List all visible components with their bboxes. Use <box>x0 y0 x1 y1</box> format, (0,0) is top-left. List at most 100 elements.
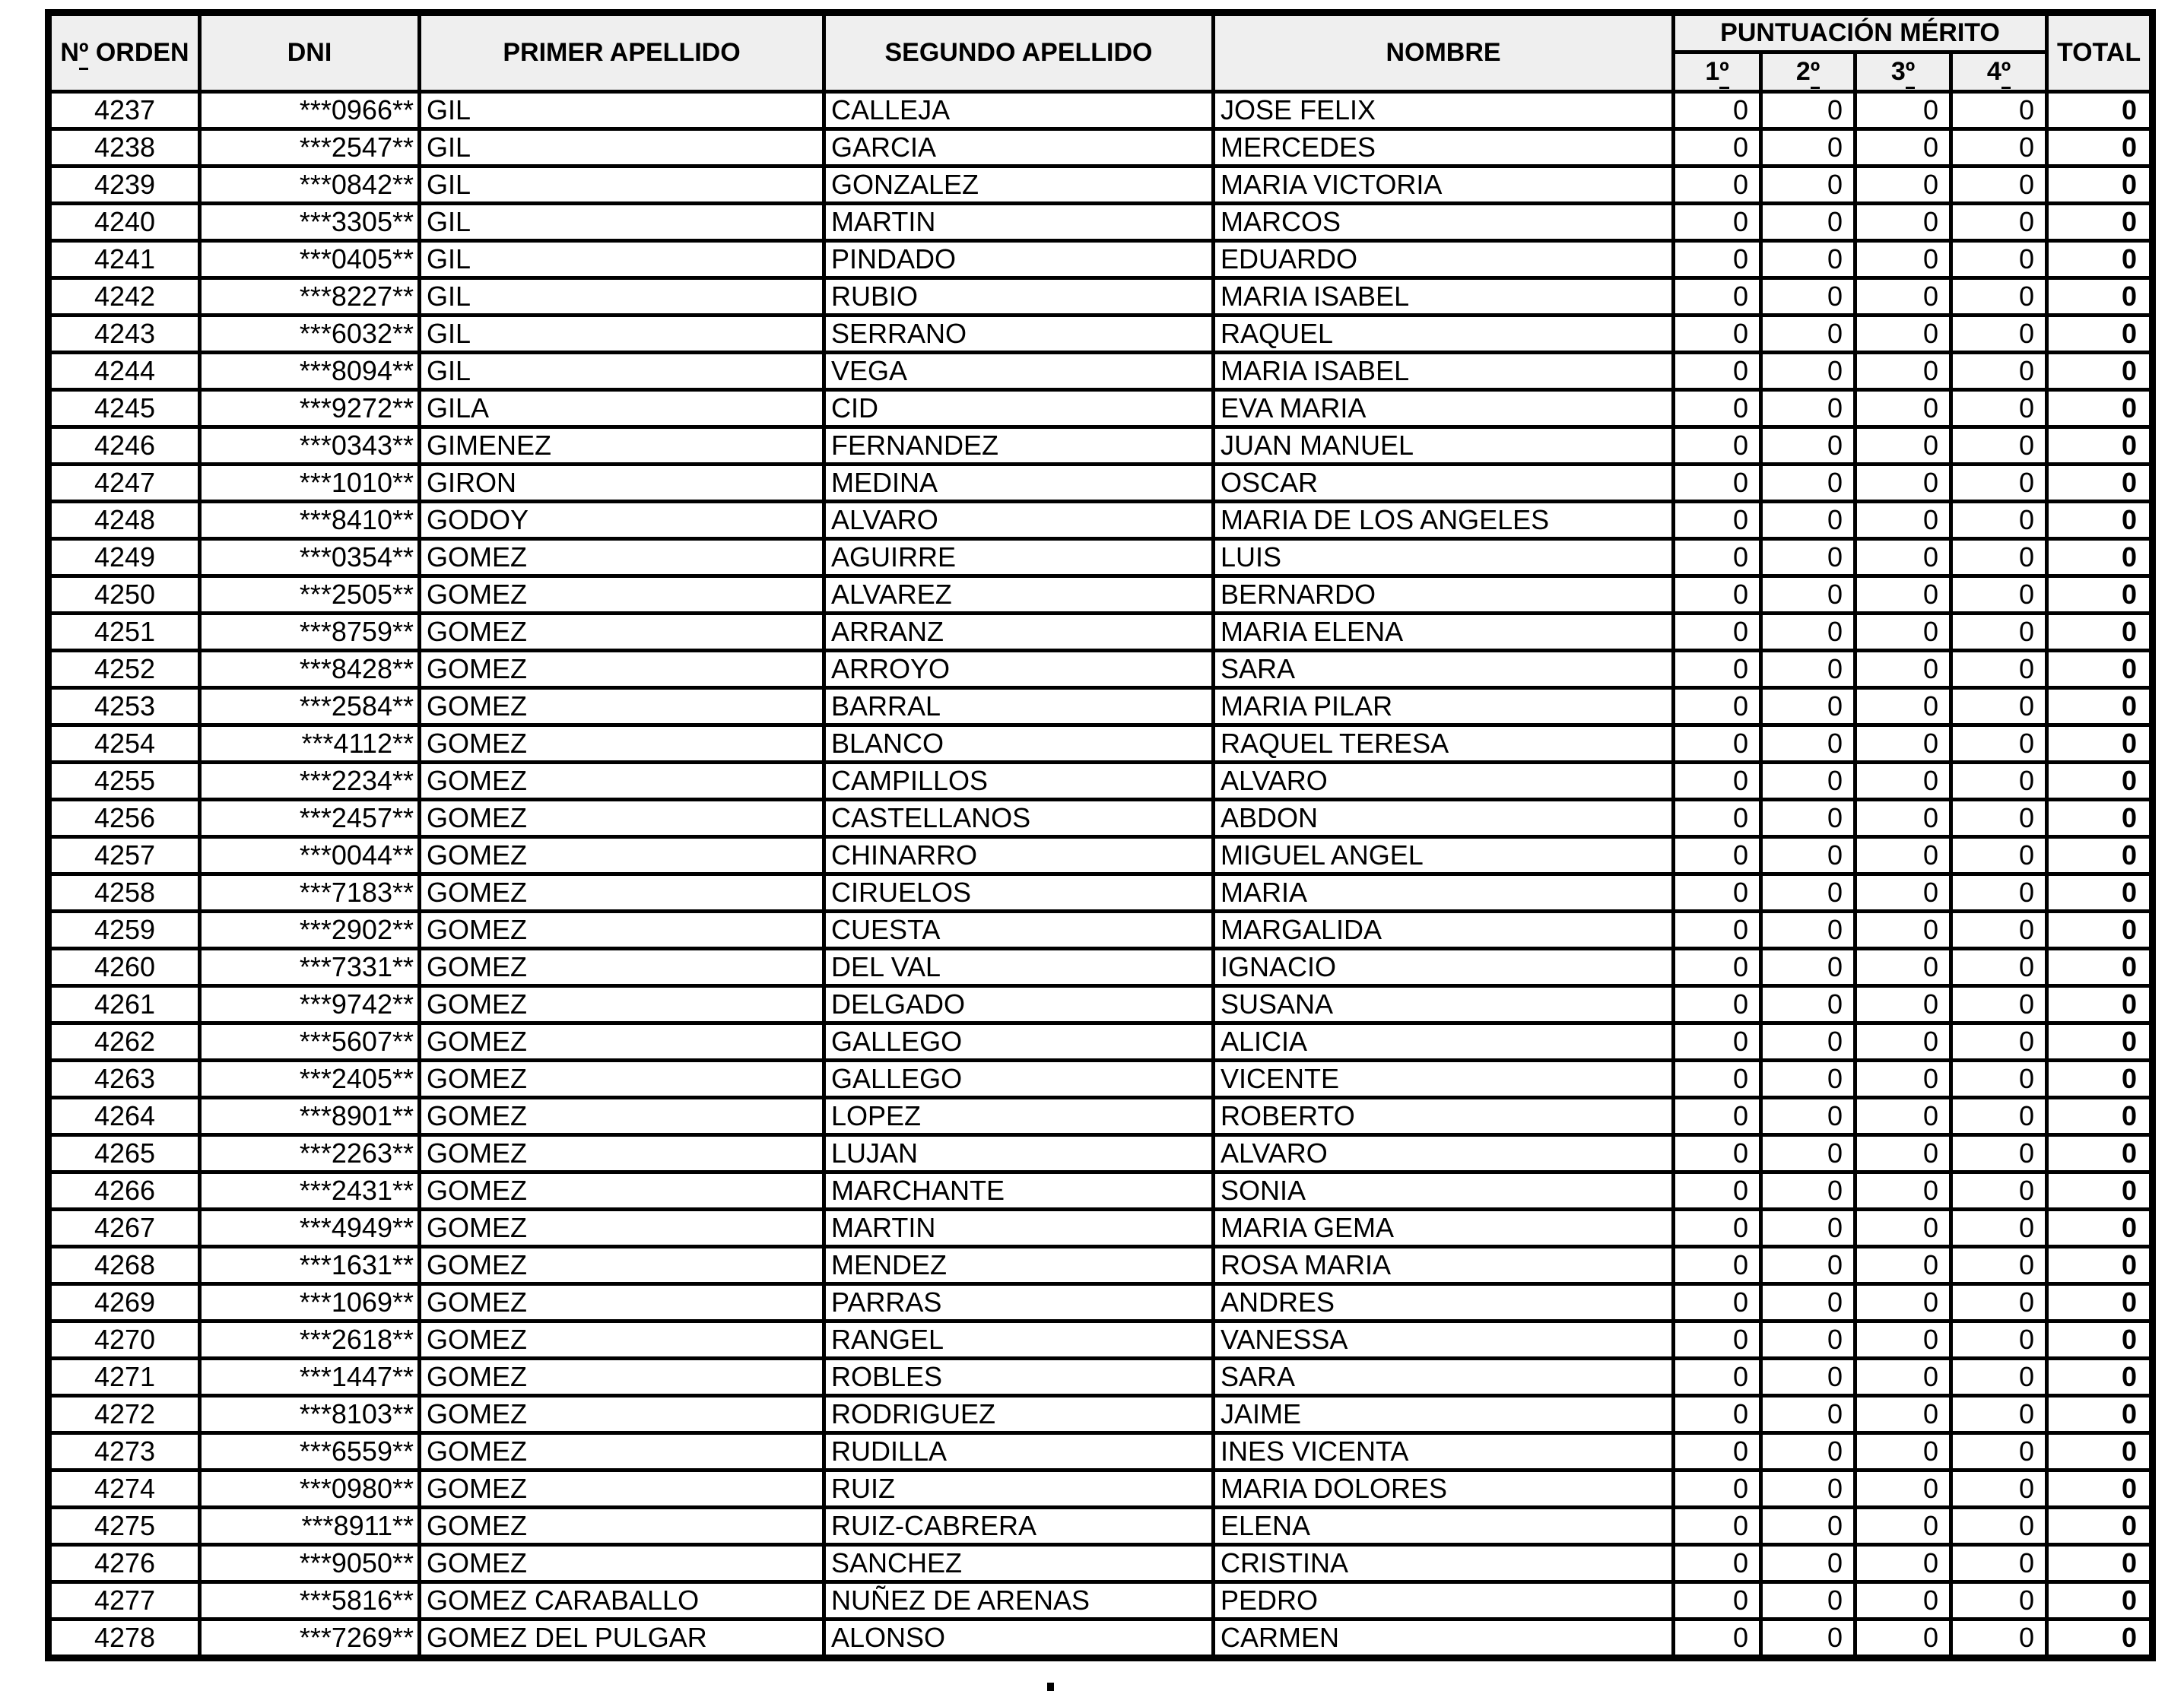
cell-primer-apellido: GOMEZ <box>417 1543 826 1584</box>
cell-orden: 4261 <box>46 984 202 1025</box>
cell-nombre: PEDRO <box>1211 1580 1675 1621</box>
cell-segundo-apellido: PARRAS <box>822 1282 1215 1323</box>
cell-segundo-apellido: CHINARRO <box>822 835 1215 876</box>
cell-segundo-apellido: LOPEZ <box>822 1096 1215 1137</box>
cell-nombre: MARIA ISABEL <box>1211 351 1675 392</box>
cell-merito-4: 0 <box>1948 1431 2049 1472</box>
table-body: 4237 ***0966** GIL CALLEJA JOSE FELIX 0 0 0 0 0 42… <box>46 90 2155 1660</box>
cell-orden: 4260 <box>46 947 202 988</box>
column-header-merito-2: 2º <box>1759 50 1857 94</box>
cell-primer-apellido: GOMEZ <box>417 611 826 652</box>
cell-merito-1: 0 <box>1671 1580 1763 1621</box>
cell-dni: ***2902** <box>198 909 421 950</box>
cell-dni: ***6032** <box>198 313 421 354</box>
cell-orden: 4268 <box>46 1245 202 1286</box>
cell-merito-1: 0 <box>1671 537 1763 578</box>
cell-primer-apellido: GOMEZ <box>417 835 826 876</box>
cell-primer-apellido: GOMEZ <box>417 760 826 801</box>
cell-total: 0 <box>2045 388 2155 429</box>
cell-merito-3: 0 <box>1853 1170 1953 1211</box>
cell-dni: ***6559** <box>198 1431 421 1472</box>
cell-merito-4: 0 <box>1948 537 2049 578</box>
column-header-merito-4: 4º <box>1948 50 2049 94</box>
cell-merito-4: 0 <box>1948 1245 2049 1286</box>
cell-merito-2: 0 <box>1759 276 1857 317</box>
cell-merito-4: 0 <box>1948 313 2049 354</box>
cell-nombre: RAQUEL TERESA <box>1211 723 1675 764</box>
cell-segundo-apellido: RUIZ <box>822 1468 1215 1509</box>
cell-segundo-apellido: ARRANZ <box>822 611 1215 652</box>
cell-total: 0 <box>2045 1543 2155 1584</box>
cell-merito-3: 0 <box>1853 239 1953 280</box>
cell-orden: 4267 <box>46 1207 202 1248</box>
cell-segundo-apellido: DEL VAL <box>822 947 1215 988</box>
cell-merito-3: 0 <box>1853 201 1953 243</box>
cell-dni: ***1447** <box>198 1356 421 1398</box>
cell-merito-3: 0 <box>1853 1617 1953 1660</box>
cell-segundo-apellido: CIRUELOS <box>822 872 1215 913</box>
cell-merito-2: 0 <box>1759 1096 1857 1137</box>
table-row: 4264 ***8901** GOMEZ LOPEZ ROBERTO 0 0 0 0 0 <box>46 1096 2155 1137</box>
cell-merito-2: 0 <box>1759 947 1857 988</box>
table-row: 4260 ***7331** GOMEZ DEL VAL IGNACIO 0 0 0 0 0 <box>46 947 2155 988</box>
cell-dni: ***2263** <box>198 1133 421 1174</box>
cell-total: 0 <box>2045 1021 2155 1062</box>
cell-merito-4: 0 <box>1948 1543 2049 1584</box>
cell-merito-4: 0 <box>1948 909 2049 950</box>
cell-nombre: MARIA ISABEL <box>1211 276 1675 317</box>
cell-segundo-apellido: AGUIRRE <box>822 537 1215 578</box>
cell-nombre: RAQUEL <box>1211 313 1675 354</box>
cell-primer-apellido: GOMEZ <box>417 1319 826 1360</box>
cell-merito-3: 0 <box>1853 1207 1953 1248</box>
cell-dni: ***9050** <box>198 1543 421 1584</box>
cell-primer-apellido: GIL <box>417 239 826 280</box>
cell-orden: 4248 <box>46 500 202 541</box>
cell-orden: 4243 <box>46 313 202 354</box>
cell-total: 0 <box>2045 760 2155 801</box>
table-row: 4244 ***8094** GIL VEGA MARIA ISABEL 0 0 0 0 0 <box>46 351 2155 392</box>
cell-merito-4: 0 <box>1948 574 2049 615</box>
cell-merito-1: 0 <box>1671 164 1763 205</box>
cell-segundo-apellido: FERNANDEZ <box>822 425 1215 466</box>
column-header-dni: DNI <box>198 11 421 94</box>
table-row: 4238 ***2547** GIL GARCIA MERCEDES 0 0 0 0 0 <box>46 127 2155 168</box>
cell-primer-apellido: GIL <box>417 201 826 243</box>
cell-segundo-apellido: LUJAN <box>822 1133 1215 1174</box>
header-row-merit-subcolumns: 1º 2º 3º 4º <box>49 50 2153 94</box>
cell-orden: 4276 <box>46 1543 202 1584</box>
cell-dni: ***0842** <box>198 164 421 205</box>
cell-segundo-apellido: ALVAREZ <box>822 574 1215 615</box>
cell-merito-1: 0 <box>1671 1058 1763 1099</box>
cell-orden: 4251 <box>46 611 202 652</box>
cell-merito-1: 0 <box>1671 984 1763 1025</box>
cell-segundo-apellido: MENDEZ <box>822 1245 1215 1286</box>
cell-segundo-apellido: CALLEJA <box>822 90 1215 131</box>
cell-merito-4: 0 <box>1948 686 2049 727</box>
cell-nombre: JUAN MANUEL <box>1211 425 1675 466</box>
cell-segundo-apellido: CASTELLANOS <box>822 798 1215 839</box>
cell-merito-2: 0 <box>1759 723 1857 764</box>
cell-merito-4: 0 <box>1948 611 2049 652</box>
cell-merito-1: 0 <box>1671 760 1763 801</box>
cell-segundo-apellido: GARCIA <box>822 127 1215 168</box>
cell-merito-1: 0 <box>1671 1021 1763 1062</box>
cell-segundo-apellido: BARRAL <box>822 686 1215 727</box>
cell-total: 0 <box>2045 611 2155 652</box>
cell-merito-1: 0 <box>1671 1245 1763 1286</box>
cell-segundo-apellido: ARROYO <box>822 649 1215 690</box>
cell-merito-4: 0 <box>1948 90 2049 131</box>
cell-primer-apellido: GOMEZ <box>417 1245 826 1286</box>
cell-segundo-apellido: RANGEL <box>822 1319 1215 1360</box>
cell-merito-2: 0 <box>1759 201 1857 243</box>
cell-merito-1: 0 <box>1671 1282 1763 1323</box>
cell-total: 0 <box>2045 313 2155 354</box>
cell-merito-3: 0 <box>1853 909 1953 950</box>
cell-dni: ***2618** <box>198 1319 421 1360</box>
cell-orden: 4262 <box>46 1021 202 1062</box>
cell-segundo-apellido: MARTIN <box>822 201 1215 243</box>
table-row: 4247 ***1010** GIRON MEDINA OSCAR 0 0 0 0 0 <box>46 462 2155 503</box>
cell-primer-apellido: GOMEZ <box>417 1133 826 1174</box>
cell-primer-apellido: GOMEZ <box>417 1282 826 1323</box>
cell-merito-2: 0 <box>1759 611 1857 652</box>
